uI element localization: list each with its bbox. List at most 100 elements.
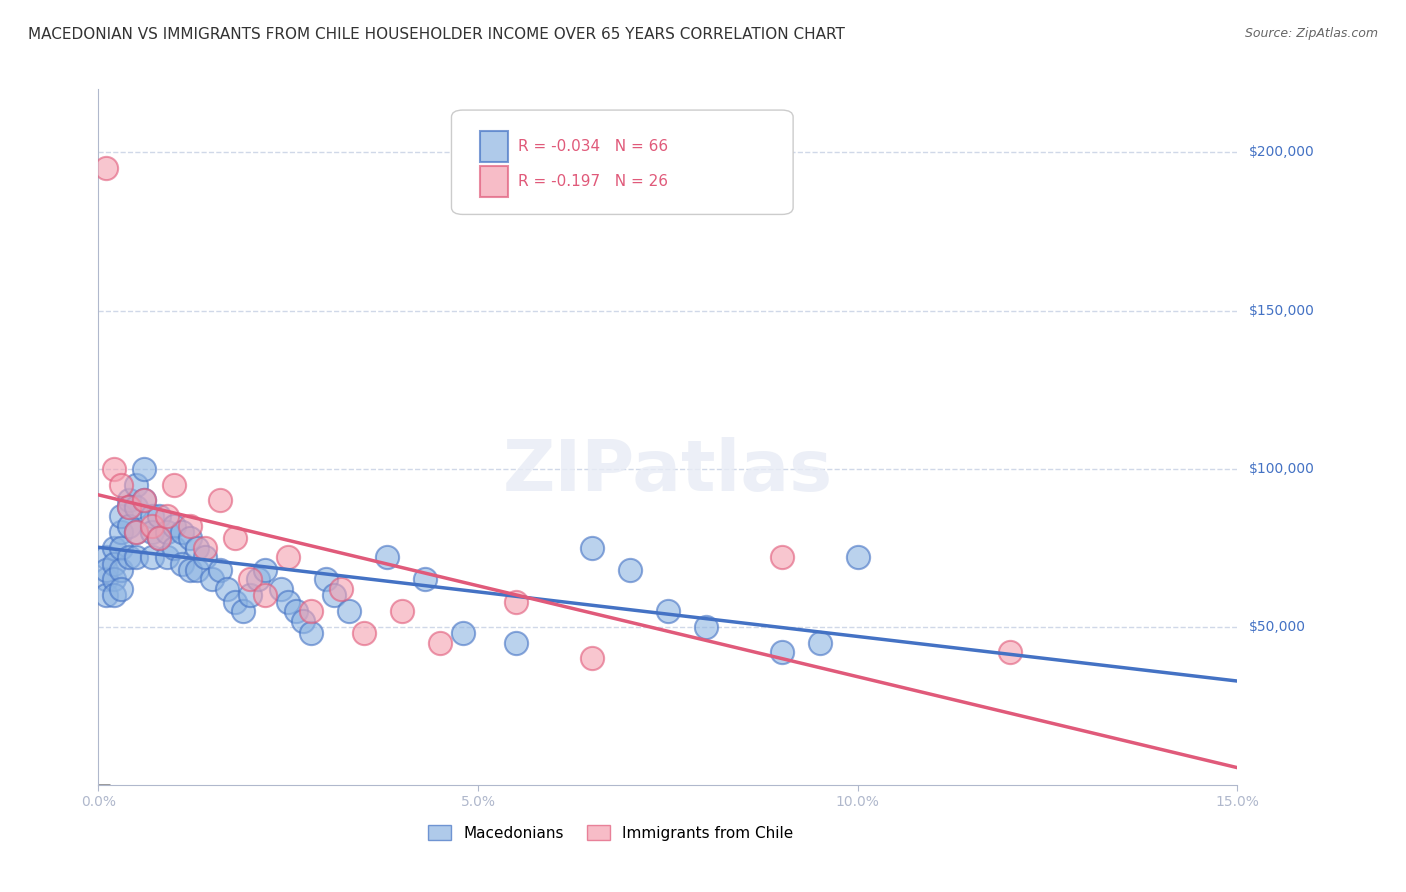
Point [292, 614, 315, 628]
Point [94, 573, 117, 587]
Point [179, 531, 201, 545]
Point [141, 509, 163, 524]
Text: ZIPatlas: ZIPatlas [503, 437, 832, 507]
Point [163, 477, 186, 491]
Point [770, 550, 793, 565]
Text: $100,000: $100,000 [1249, 462, 1315, 475]
Point [125, 477, 148, 491]
Text: $150,000: $150,000 [1249, 303, 1315, 318]
Point [239, 588, 262, 602]
Point [132, 493, 155, 508]
Point [695, 620, 717, 634]
FancyBboxPatch shape [451, 110, 793, 214]
Point [451, 626, 474, 640]
Point [186, 563, 208, 577]
Point [375, 550, 398, 565]
Point [194, 550, 217, 565]
Point [657, 604, 679, 618]
Point [179, 518, 201, 533]
Point [110, 509, 132, 524]
Text: R = -0.197   N = 26: R = -0.197 N = 26 [517, 174, 668, 188]
Point [581, 651, 603, 665]
Point [94, 563, 117, 577]
Point [277, 594, 299, 608]
Point [103, 461, 125, 475]
Point [186, 541, 208, 555]
Text: MACEDONIAN VS IMMIGRANTS FROM CHILE HOUSEHOLDER INCOME OVER 65 YEARS CORRELATION: MACEDONIAN VS IMMIGRANTS FROM CHILE HOUS… [28, 27, 845, 42]
Point [315, 573, 337, 587]
Point [299, 604, 322, 618]
Point [413, 573, 436, 587]
Point [224, 594, 246, 608]
Point [330, 582, 353, 596]
Point [998, 645, 1021, 659]
Point [148, 509, 170, 524]
Point [141, 518, 163, 533]
Point [170, 524, 193, 539]
Point [103, 557, 125, 571]
Point [141, 524, 163, 539]
Point [619, 563, 641, 577]
Point [353, 626, 375, 640]
Point [846, 550, 869, 565]
Point [163, 541, 186, 555]
Point [505, 594, 527, 608]
Point [429, 635, 451, 649]
Point [103, 541, 125, 555]
Text: R = -0.034   N = 66: R = -0.034 N = 66 [517, 139, 668, 153]
Point [808, 635, 831, 649]
Point [110, 582, 132, 596]
Bar [479, 166, 509, 197]
Point [141, 550, 163, 565]
Text: Source: ZipAtlas.com: Source: ZipAtlas.com [1244, 27, 1378, 40]
Point [118, 500, 141, 514]
Point [118, 550, 141, 565]
Point [246, 573, 269, 587]
Point [156, 524, 179, 539]
Point [770, 645, 793, 659]
Point [110, 563, 132, 577]
Point [110, 524, 132, 539]
Point [110, 541, 132, 555]
Point [170, 557, 193, 571]
Point [94, 550, 117, 565]
Point [148, 531, 170, 545]
Point [156, 550, 179, 565]
Point [163, 518, 186, 533]
Point [94, 161, 117, 176]
Point [217, 582, 239, 596]
Point [322, 588, 344, 602]
Point [125, 524, 148, 539]
Point [125, 500, 148, 514]
Point [94, 588, 117, 602]
Point [125, 550, 148, 565]
Point [118, 518, 141, 533]
Point [103, 588, 125, 602]
Point [284, 604, 307, 618]
Point [254, 588, 277, 602]
Legend: Macedonians, Immigrants from Chile: Macedonians, Immigrants from Chile [422, 819, 800, 847]
Point [208, 563, 231, 577]
Point [148, 531, 170, 545]
Point [391, 604, 413, 618]
Point [125, 524, 148, 539]
Point [277, 550, 299, 565]
Point [118, 500, 141, 514]
Point [208, 493, 231, 508]
Point [232, 604, 254, 618]
Point [299, 626, 322, 640]
Text: $50,000: $50,000 [1249, 620, 1305, 634]
Point [194, 541, 217, 555]
Point [581, 541, 603, 555]
Bar [479, 131, 509, 162]
Point [156, 509, 179, 524]
Point [505, 635, 527, 649]
Text: $200,000: $200,000 [1249, 145, 1315, 160]
Point [132, 461, 155, 475]
Point [239, 573, 262, 587]
Point [254, 563, 277, 577]
Point [110, 477, 132, 491]
Point [118, 493, 141, 508]
Point [179, 563, 201, 577]
Point [337, 604, 360, 618]
